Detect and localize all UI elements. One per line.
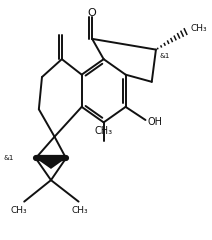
Text: CH₃: CH₃ xyxy=(190,24,207,33)
Text: &1: &1 xyxy=(160,53,170,59)
Polygon shape xyxy=(36,158,66,169)
Text: &1: &1 xyxy=(57,155,67,161)
Text: OH: OH xyxy=(148,117,163,127)
Text: &1: &1 xyxy=(3,155,14,161)
Text: CH₃: CH₃ xyxy=(71,206,88,215)
Text: O: O xyxy=(88,8,96,18)
Text: CH₃: CH₃ xyxy=(11,206,27,215)
Text: CH₃: CH₃ xyxy=(95,126,113,136)
